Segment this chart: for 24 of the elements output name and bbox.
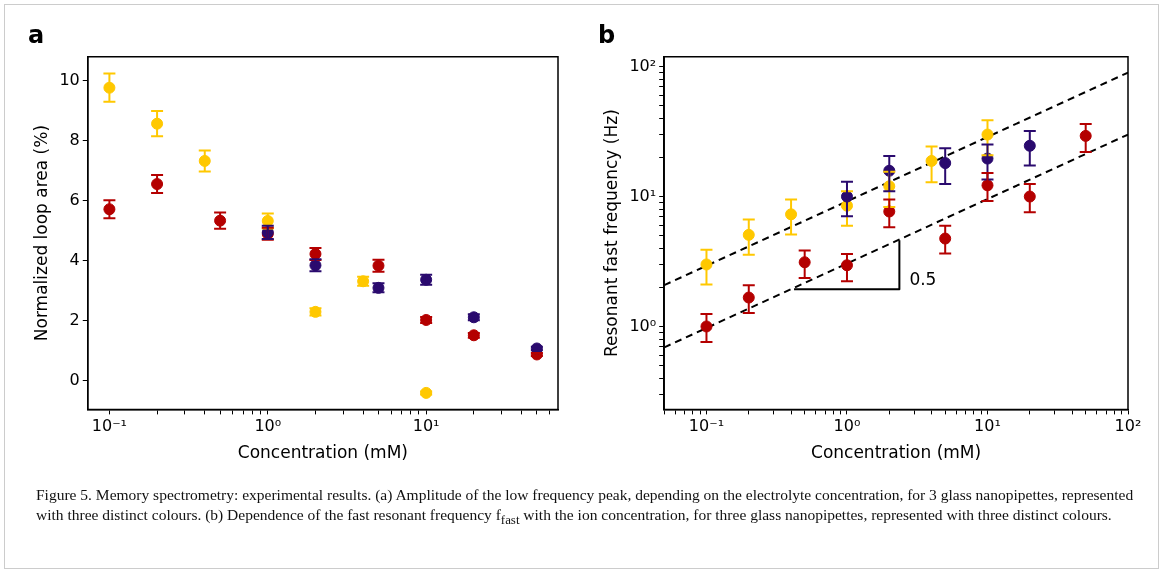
y-tick-label: 0 — [69, 370, 80, 390]
y-tick-label: 2 — [69, 310, 80, 330]
y-tick-label: 10² — [629, 55, 657, 75]
chart-title: b — [598, 20, 616, 49]
y-axis-title: Normalized loop area (%) — [30, 124, 51, 342]
chart-title: a — [28, 20, 45, 49]
y-tick-label: 10¹ — [629, 185, 657, 205]
caption: Figure 5. Memory spectrometry: experimental results. (a) Amplitude of the low frequency peak, depending on the electrolyte concentration, for 3 glass nanopipettes, represented with three distinct colours. (b) Dependence of the fast resonant frequency f$_{fast}$ with the ion concentration, for three glass nanopipettes, represented with three distinct colours. — [36, 485, 1135, 530]
series-label: 0.5 — [909, 269, 937, 290]
x-tick-label: 10⁰ — [833, 416, 861, 436]
x-tick-label: 10¹ — [974, 416, 1001, 436]
x-tick-label: 10¹ — [412, 416, 440, 436]
y-tick-label: 8 — [69, 129, 80, 149]
x-tick-label: 10⁻¹ — [688, 416, 725, 436]
y-tick-label: 10 — [59, 69, 80, 89]
x-axis-title: Concentration (mM) — [237, 442, 408, 463]
x-axis-title: Concentration (mM) — [811, 442, 982, 463]
y-axis-title: Resonant fast frequency (Hz) — [600, 109, 621, 357]
y-tick-label: 4 — [69, 250, 80, 270]
x-tick-label: 10² — [1114, 416, 1142, 436]
y-tick-label: 10⁰ — [629, 315, 657, 335]
x-tick-label: 10⁻¹ — [91, 416, 128, 436]
x-tick-label: 10⁰ — [254, 416, 282, 436]
y-tick-label: 6 — [69, 190, 80, 209]
